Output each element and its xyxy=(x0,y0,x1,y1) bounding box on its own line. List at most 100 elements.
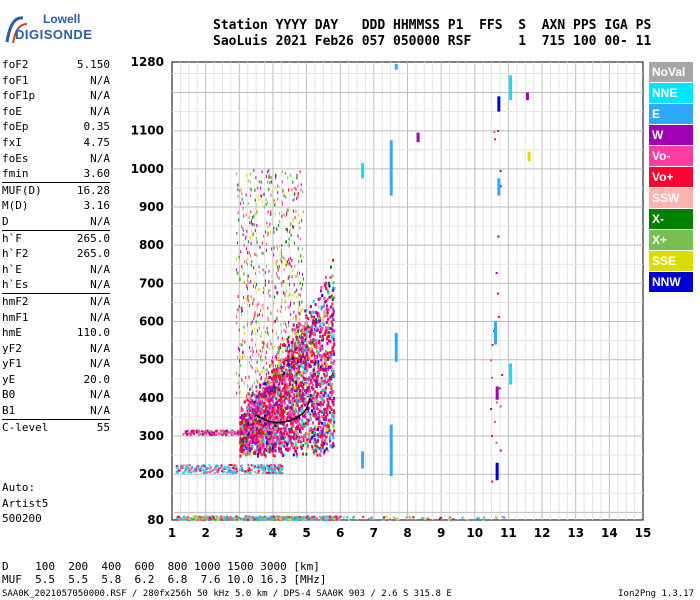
echo-point xyxy=(294,339,297,343)
echo-point xyxy=(324,286,327,290)
echo-point xyxy=(241,419,244,423)
echo-point xyxy=(256,224,258,228)
legend-item-w: W xyxy=(649,125,693,145)
echo-point xyxy=(259,309,261,313)
echo-point xyxy=(195,467,198,470)
echo-point xyxy=(271,399,274,403)
echo-point xyxy=(258,326,260,330)
echo-point xyxy=(278,409,281,413)
param-name: D xyxy=(2,214,9,228)
echo-point xyxy=(267,180,269,184)
echo-point xyxy=(269,380,271,384)
echo-point xyxy=(295,434,298,438)
echo-point xyxy=(254,272,256,276)
echo-point xyxy=(276,386,279,390)
echo-point xyxy=(317,412,320,416)
echo-point xyxy=(329,420,332,424)
echo-point xyxy=(290,222,292,226)
echo-point xyxy=(262,303,264,307)
echo-point xyxy=(294,359,296,363)
file-info-footer: SAA0K_2021057050000.RSF / 280fx256h 50 k… xyxy=(2,589,452,599)
echo-point xyxy=(301,300,303,304)
echo-point xyxy=(295,373,298,377)
echo-point xyxy=(272,397,275,401)
echo-point xyxy=(324,275,327,279)
echo-point xyxy=(262,392,265,396)
echo-point xyxy=(255,370,257,374)
echo-point xyxy=(280,330,282,334)
echo-point xyxy=(303,343,306,347)
echo-point xyxy=(315,344,318,348)
echo-point xyxy=(221,433,224,436)
echo-point xyxy=(324,312,327,316)
echo-point xyxy=(278,364,281,368)
echo-point xyxy=(303,424,306,428)
echo-point xyxy=(274,427,277,431)
echo-point xyxy=(270,440,273,444)
echo-point xyxy=(280,421,283,425)
echo-point xyxy=(214,518,217,521)
echo-point xyxy=(331,353,334,357)
echo-point xyxy=(279,441,282,445)
echo-point xyxy=(248,467,251,470)
echo-point xyxy=(304,366,307,370)
echo-point xyxy=(310,516,313,519)
echo-point xyxy=(213,433,216,436)
echo-point xyxy=(258,321,260,325)
echo-point xyxy=(282,517,285,520)
echo-point xyxy=(259,383,262,387)
echo-point xyxy=(269,181,271,185)
echo-point xyxy=(288,244,290,248)
echo-point xyxy=(241,424,244,428)
echo-point xyxy=(263,286,265,290)
param-row: h`Es N/A xyxy=(2,277,110,293)
echo-point xyxy=(250,438,253,442)
param-value: N/A xyxy=(90,388,110,402)
echo-point xyxy=(321,431,324,435)
echo-point xyxy=(294,404,297,408)
echo-point xyxy=(243,430,246,434)
echo-point xyxy=(313,515,316,518)
echo-point xyxy=(250,210,252,214)
echo-point xyxy=(246,258,248,262)
echo-point xyxy=(288,358,291,362)
echo-point xyxy=(290,388,293,392)
echo-point xyxy=(284,300,286,304)
echo-point xyxy=(266,344,268,348)
echo-point xyxy=(307,378,310,382)
echo-point xyxy=(281,399,284,403)
echo-point xyxy=(268,450,271,454)
echo-point xyxy=(330,418,333,422)
echo-point xyxy=(271,418,274,422)
echo-point xyxy=(324,367,327,371)
echo-point xyxy=(251,437,254,441)
echo-point xyxy=(272,374,275,378)
echo-point xyxy=(293,517,296,520)
echo-point xyxy=(289,406,292,410)
echo-point xyxy=(256,454,259,458)
echo-point xyxy=(294,369,297,373)
echo-point xyxy=(331,314,334,318)
echo-point xyxy=(191,429,194,432)
echo-point xyxy=(280,517,283,520)
echo-point xyxy=(245,213,247,217)
echo-point xyxy=(283,194,285,198)
echo-point xyxy=(303,328,305,332)
echo-point xyxy=(278,384,281,388)
echo-point xyxy=(318,330,321,334)
echo-point xyxy=(326,428,329,432)
echo-point xyxy=(284,399,287,403)
echo-point xyxy=(303,327,306,331)
echo-point xyxy=(282,387,285,391)
echo-streak xyxy=(361,163,365,179)
echo-point xyxy=(342,516,345,519)
echo-point xyxy=(321,516,324,519)
echo-point xyxy=(272,410,275,414)
echo-point xyxy=(256,444,259,448)
echo-point xyxy=(270,382,273,386)
echo-point xyxy=(295,357,298,361)
echo-point xyxy=(211,433,214,436)
param-name: C-level xyxy=(2,420,49,434)
legend-item-noval: NoVal xyxy=(649,62,693,82)
echo-point xyxy=(253,317,255,321)
